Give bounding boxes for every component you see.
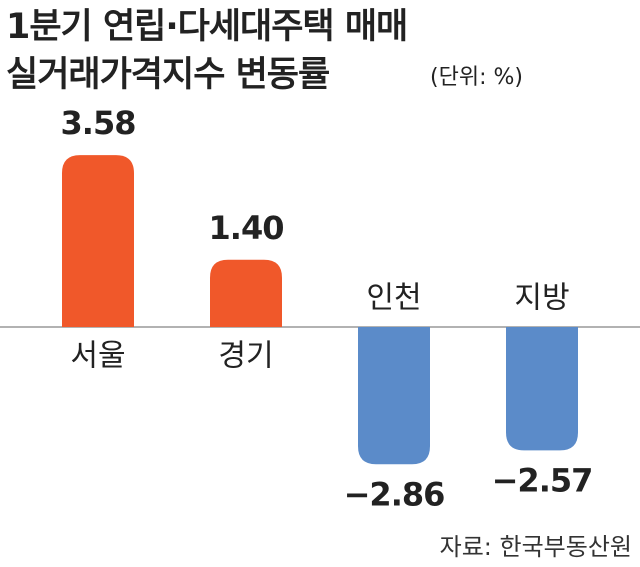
chart-title: 실거래가격지수 변동률	[6, 55, 329, 95]
value-label: 1.40	[209, 209, 284, 247]
category-label: 지방	[514, 281, 569, 316]
bar	[358, 327, 430, 465]
value-label: 3.58	[61, 104, 136, 142]
bar	[62, 155, 134, 327]
category-label: 경기	[218, 339, 273, 374]
bar	[506, 327, 578, 451]
category-label: 인천	[366, 281, 421, 316]
chart-title: 1분기 연립·다세대주택 매매	[6, 7, 407, 47]
bar	[210, 259, 282, 327]
unit-note: (단위: %)	[430, 65, 523, 90]
source-note: 자료: 한국부동산원	[440, 533, 632, 561]
category-label: 서울	[70, 339, 125, 374]
value-label: −2.86	[344, 475, 445, 513]
value-label: −2.57	[492, 461, 593, 499]
